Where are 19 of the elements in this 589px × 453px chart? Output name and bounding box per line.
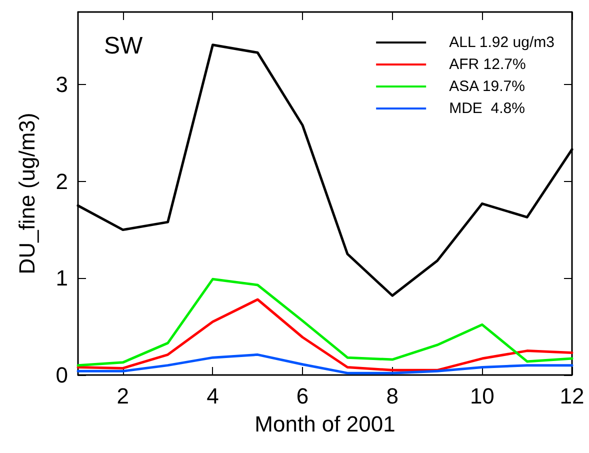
x-axis-title: Month of 2001 [254, 412, 396, 436]
line-series [76, 278, 574, 367]
y-tick-label: 0 [56, 362, 68, 388]
x-tick-label: 6 [296, 384, 309, 408]
y-tick-label: 2 [56, 168, 68, 194]
legend-label: MDE 4.8% [449, 100, 525, 117]
x-tick-label: 10 [470, 384, 494, 408]
x-tick-label: 12 [560, 384, 584, 408]
annotation: SW [104, 32, 144, 60]
y-tick-label: 1 [56, 266, 68, 291]
x-tick-label: 8 [386, 384, 398, 408]
legend-label: AFR 12.7% [449, 56, 526, 73]
y-axis-title: DU_fine (ug/m3) [14, 112, 40, 274]
legend-label: ALL 1.92 ug/m3 [449, 34, 554, 51]
line-series [76, 298, 574, 372]
y-tick-label: 3 [56, 72, 68, 98]
x-tick-label: 2 [116, 384, 130, 408]
legend-label: ASA 19.7% [449, 78, 525, 95]
x-tick-label: 4 [206, 384, 219, 408]
